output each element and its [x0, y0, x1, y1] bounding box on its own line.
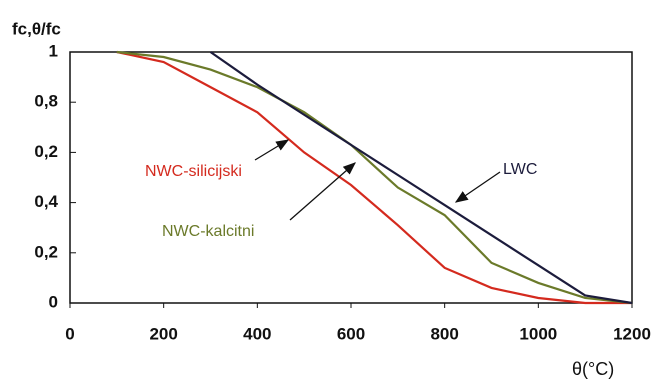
annotation-arrow [454, 171, 501, 203]
annotation-arrow [254, 139, 290, 161]
x-axis-label: θ(°C) [572, 359, 614, 379]
series-line [116, 50, 633, 305]
x-tick-label: 1000 [519, 324, 557, 343]
y-tick-label: 0 [49, 292, 58, 311]
series-label: NWC-silicijski [145, 163, 242, 180]
x-tick-label: 0 [65, 324, 74, 343]
y-tick-label: 0,2 [34, 242, 58, 261]
series-line [116, 50, 632, 305]
y-tick-label: 0,4 [34, 192, 58, 211]
x-tick-label: 600 [337, 324, 365, 343]
x-tick-label: 200 [149, 324, 177, 343]
x-tick-label: 1200 [613, 324, 651, 343]
annotation-arrow [289, 162, 356, 221]
series-line [209, 51, 633, 305]
y-axis-label: fc,θ/fc [12, 19, 61, 38]
series-label: NWC-kalcitni [162, 223, 254, 240]
series-label: LWC [503, 161, 537, 178]
x-tick-label: 400 [243, 324, 271, 343]
x-tick-label: 800 [430, 324, 458, 343]
y-tick-label: 0,2 [34, 142, 58, 161]
y-tick-label: 0,8 [34, 92, 58, 111]
y-tick-label: 1 [49, 41, 58, 60]
